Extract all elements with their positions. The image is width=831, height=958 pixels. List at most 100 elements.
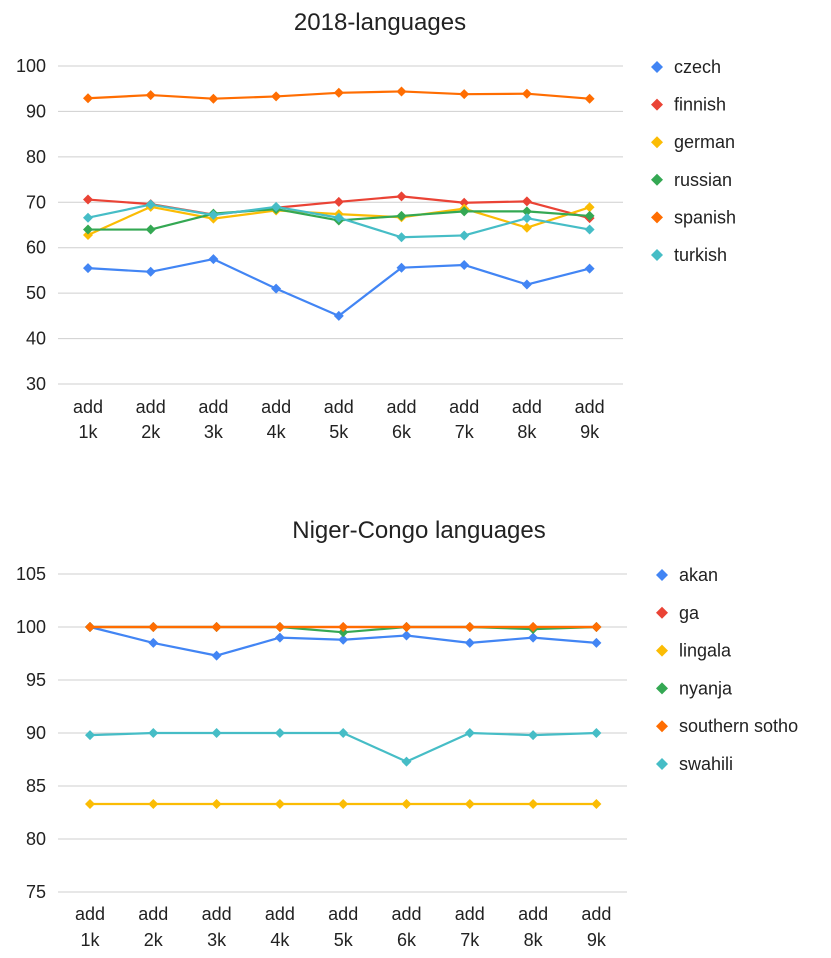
data-point [85,799,95,810]
legend-label: german [674,132,735,152]
data-point [338,728,349,738]
data-point [591,728,602,738]
data-point [401,622,412,632]
x-tick-label: add 1k [73,397,103,442]
data-point [584,93,595,104]
data-point [401,756,412,767]
y-tick-label: 60 [26,238,46,258]
series-lingala [85,799,602,810]
y-tick-label: 90 [26,101,46,121]
x-tick-label: add 5k [328,904,358,950]
data-point [521,213,532,224]
data-point [211,650,222,661]
data-point [271,283,282,294]
data-point [145,224,156,235]
x-tick-label: add 6k [386,397,416,442]
series-turkish [83,199,595,243]
legend-label: turkish [674,245,727,265]
series-swahili [85,728,602,767]
series-southern-sotho [85,622,602,632]
series-akan [85,622,602,661]
data-point [528,632,539,643]
legend-marker [656,644,668,657]
data-point [459,206,470,217]
x-tick-label: add 8k [518,904,548,950]
data-point [521,222,532,233]
chart-title: 2018-languages [294,9,466,36]
legend-label: czech [674,57,721,77]
x-tick-label: add 3k [198,397,228,442]
legend-label: spanish [674,207,736,227]
legend-marker [651,249,663,261]
data-point [521,196,532,207]
data-point [148,728,159,738]
data-point [274,799,285,810]
legend-label: swahili [679,754,733,774]
data-point [591,622,602,632]
data-point [338,627,349,638]
data-point [274,622,285,632]
y-tick-label: 100 [16,56,46,76]
data-point [464,637,475,648]
y-tick-label: 30 [26,374,46,394]
x-tick-label: add 6k [391,904,421,950]
legend-marker [656,758,668,770]
data-point [271,91,282,102]
data-point [338,634,349,645]
data-point [208,93,219,104]
data-point [528,622,539,632]
data-point [459,197,470,208]
legend-label: southern sotho [679,716,798,736]
chart-1: 2018-languages 30 40 50 60 70 80 90 100 add 1k add 2… [16,9,736,442]
data-point [85,622,95,632]
data-point [145,266,156,277]
data-point [145,199,156,210]
legend-label: ga [679,603,700,623]
y-tick-label: 75 [26,882,46,902]
y-tick-label: 70 [26,192,46,212]
y-tick-label: 90 [26,723,46,743]
x-tick-label: add 4k [265,904,295,950]
data-point [396,262,407,273]
data-point [521,279,532,290]
legend-marker [651,173,663,186]
legend-marker [651,61,663,73]
data-point [396,86,407,97]
data-point [211,799,222,810]
data-point [401,799,412,810]
data-point [274,728,285,738]
x-tick-label: add 2k [138,904,168,950]
chart-title: Niger-Congo languages [292,517,546,544]
data-point [333,87,344,98]
data-point [333,310,344,321]
legend-label: russian [674,170,732,190]
data-point [584,210,595,221]
data-point [528,799,539,810]
data-point [274,632,285,643]
data-point [584,202,595,213]
data-point [83,263,93,274]
data-point [85,730,95,741]
data-point [459,259,470,270]
y-tick-label: 40 [26,329,46,349]
x-tick-label: add 7k [455,904,485,950]
data-point [208,210,219,221]
data-point [211,622,222,632]
x-tick-label: add 2k [136,397,166,442]
data-point [148,637,159,648]
series-spanish [83,86,595,104]
y-tick-label: 80 [26,829,46,849]
data-point [208,254,219,265]
data-point [83,93,93,104]
data-point [591,799,602,810]
y-tick-label: 95 [26,670,46,690]
data-point [145,90,156,101]
y-tick-label: 80 [26,147,46,167]
data-point [464,728,475,738]
x-tick-label: add 5k [324,397,354,442]
data-point [459,89,470,100]
data-point [83,229,93,240]
data-point [148,799,159,810]
chart-2: Niger-Congo languages 75 80 85 90 95 100 105 add… [16,517,798,950]
